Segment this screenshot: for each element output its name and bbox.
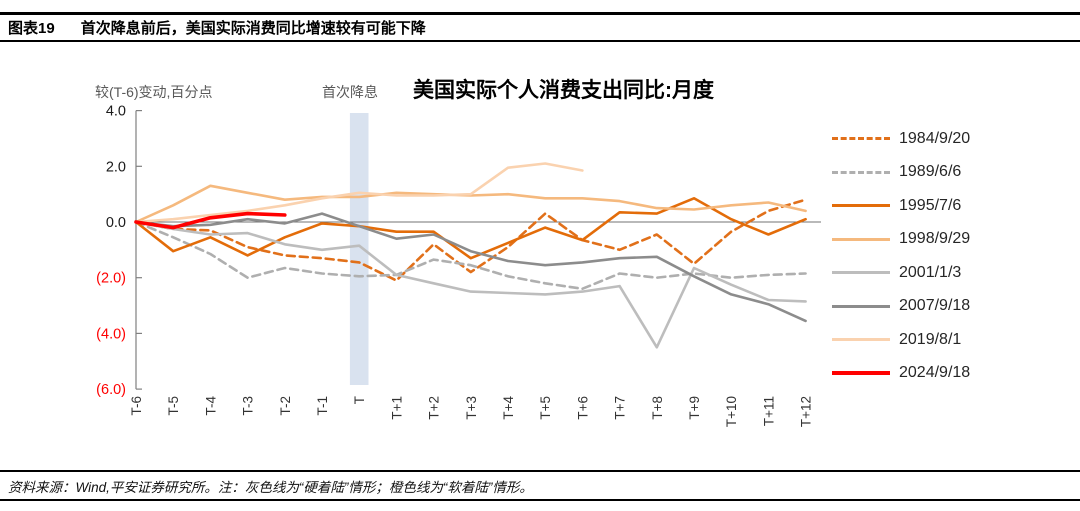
y-tick-label: (6.0) [96, 382, 126, 398]
x-tick-label: T-4 [203, 396, 218, 416]
x-tick-label: T+9 [687, 396, 702, 420]
x-tick-label: T+11 [761, 396, 776, 426]
header-top-rule [0, 12, 1080, 15]
chart-title: 美国实际个人消费支出同比:月度 [413, 79, 714, 102]
legend-line-swatch [832, 338, 890, 342]
legend-item: 2024/9/18 [832, 357, 970, 391]
x-tick-label: T+1 [389, 396, 404, 420]
legend-label: 2001/1/3 [899, 263, 962, 281]
x-tick-label: T-6 [129, 396, 144, 416]
x-tick-label: T+6 [575, 396, 590, 420]
footer-top-rule [0, 470, 1080, 472]
x-tick-label: T+12 [799, 396, 814, 427]
x-tick-label: T+8 [650, 396, 665, 420]
rate-cut-band [349, 113, 369, 385]
x-tick-label: T+4 [501, 396, 516, 420]
rate-cut-band-label: 首次降息 [322, 84, 378, 100]
figure-header: 图表19 首次降息前后，美国实际消费同比增速较有可能下降 [8, 17, 426, 38]
series-line-2001-1-3 [134, 220, 807, 349]
legend-line-swatch [832, 271, 890, 275]
legend-item: 1998/9/29 [832, 223, 970, 257]
legend-label: 1995/7/6 [899, 196, 962, 214]
legend-line-swatch [832, 137, 890, 141]
legend-line-swatch [832, 204, 890, 208]
legend-item: 2001/1/3 [832, 256, 970, 290]
y-tick-label: 4.0 [106, 104, 126, 120]
source-note: 资料来源：Wind,平安证券研究所。注：灰色线为“硬着陆”情形；橙色线为“软着陆… [8, 480, 533, 495]
series-line-1984-9-20 [134, 198, 807, 282]
header-bottom-rule [0, 40, 1080, 42]
x-tick-label: T-1 [315, 396, 330, 416]
series-line-2007-9-18 [134, 212, 807, 323]
legend-item: 2019/8/1 [832, 323, 970, 357]
legend-item: 1984/9/20 [832, 122, 970, 156]
x-tick-label: T+2 [427, 396, 442, 420]
figure-title: 首次降息前后，美国实际消费同比增速较有可能下降 [80, 20, 426, 37]
legend-line-swatch [832, 371, 890, 376]
y-tick-label: (2.0) [96, 271, 126, 287]
y-tick-label: 2.0 [106, 159, 126, 175]
chart-legend: 1984/9/20 1989/6/6 1995/7/6 1998/9/29 2001/1… [832, 122, 970, 390]
y-tick-label: 0.0 [106, 215, 126, 231]
x-tick-label: T-3 [241, 396, 256, 416]
legend-item: 2007/9/18 [832, 290, 970, 324]
legend-line-swatch [832, 304, 890, 308]
x-tick-label: T+5 [538, 396, 553, 420]
x-tick-label: T-2 [278, 396, 293, 416]
series-line-1995-7-6 [134, 197, 807, 260]
legend-line-swatch [832, 237, 890, 241]
y-axis-unit-label: 较(T-6)变动,百分点 [95, 84, 213, 100]
legend-label: 2019/8/1 [899, 330, 962, 348]
legend-label: 2024/9/18 [899, 364, 971, 382]
x-tick-label: T [352, 396, 367, 404]
y-tick-label: (4.0) [96, 326, 126, 342]
x-tick-label: T+7 [613, 396, 628, 420]
x-tick-label: T-5 [166, 396, 181, 416]
legend-label: 1989/6/6 [899, 163, 962, 181]
series-line-2024-9-18 [134, 211, 287, 230]
x-tick-label: T+3 [464, 396, 479, 420]
legend-label: 2007/9/18 [899, 297, 971, 315]
legend-line-swatch [832, 170, 890, 174]
footer-bottom-rule [0, 499, 1080, 501]
legend-item: 1989/6/6 [832, 156, 970, 190]
legend-label: 1998/9/29 [899, 230, 971, 248]
figure-tag: 图表19 [8, 20, 55, 37]
x-tick-label: T+10 [724, 396, 739, 427]
series-line-1989-6-6 [134, 220, 807, 291]
series-line-2019-8-1 [134, 162, 584, 224]
legend-label: 1984/9/20 [899, 129, 971, 147]
legend-item: 1995/7/6 [832, 189, 970, 223]
